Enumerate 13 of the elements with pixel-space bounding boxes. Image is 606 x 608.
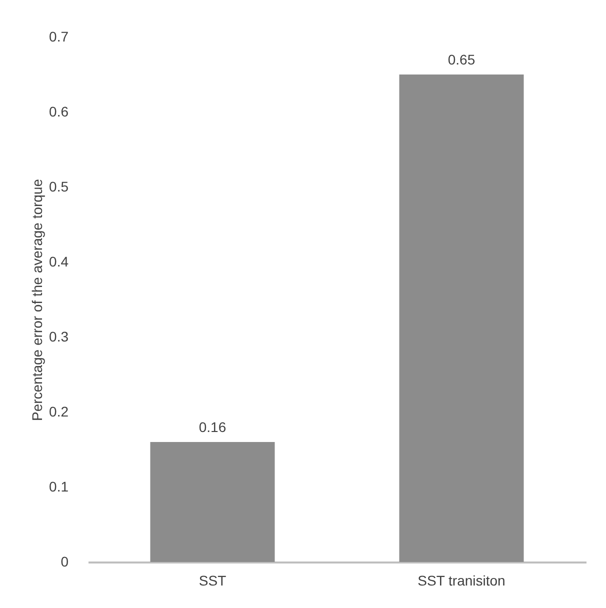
y-axis-title: Percentage error of the average torque — [29, 178, 46, 422]
y-tick-label: 0.5 — [49, 178, 69, 194]
y-tick-label: 0.2 — [49, 404, 69, 420]
y-tick-label: 0.3 — [49, 328, 69, 344]
y-tick-label: 0.4 — [49, 254, 69, 270]
x-tick-label: SST tranisiton — [418, 572, 506, 588]
y-tick-label: 0.6 — [49, 104, 69, 120]
y-tick-label: 0.1 — [49, 478, 69, 494]
data-label: 0.65 — [448, 52, 476, 68]
y-tick-label: 0.7 — [49, 28, 69, 44]
x-tick-label: SST — [198, 572, 227, 588]
data-label: 0.16 — [198, 419, 226, 435]
y-tick-label: 0 — [60, 554, 69, 570]
